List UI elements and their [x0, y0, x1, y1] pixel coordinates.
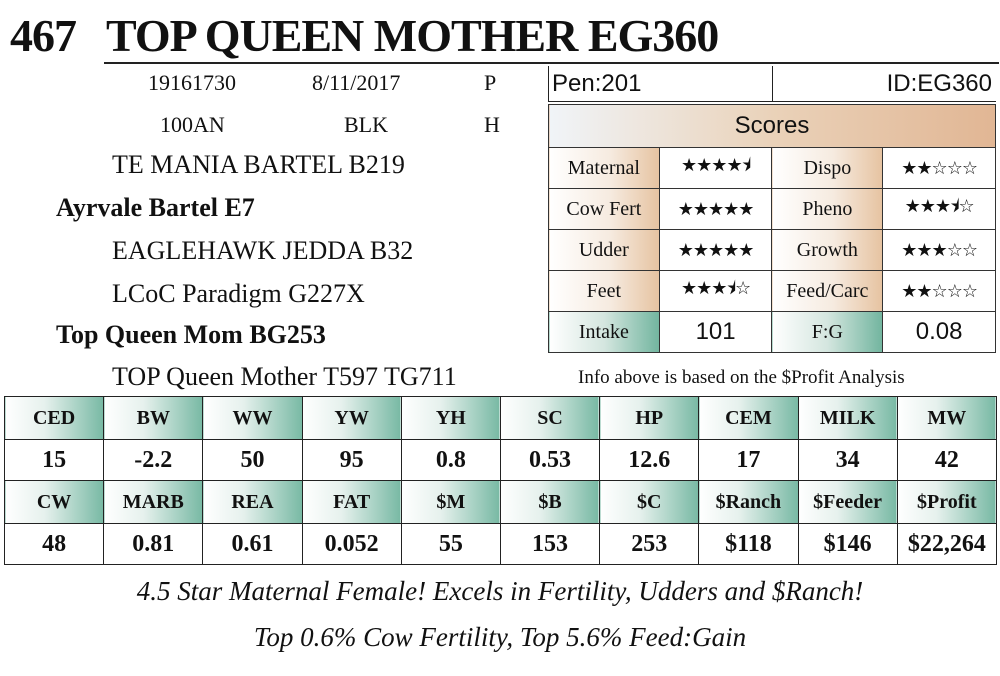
score-stars-cow-fert: ★★★★★: [658, 188, 773, 230]
pedigree-dam-dam: TOP Queen Mother T597 TG711: [112, 362, 457, 391]
score-label-cow-fert: Cow Fert: [548, 188, 660, 230]
score-label-udder: Udder: [548, 229, 660, 271]
registration-number: 19161730: [148, 70, 236, 95]
scores-table: Scores Maternal ★★★★⯨ Dispo ★★☆☆☆ Cow Fe…: [548, 104, 996, 353]
score-label-feet: Feet: [548, 270, 660, 312]
score-stars-feed-carc: ★★☆☆☆: [882, 270, 996, 312]
epd-header-hp: HP: [599, 396, 700, 440]
epd-header-ww: WW: [202, 396, 303, 440]
scores-title: Scores: [548, 104, 996, 148]
epd-value-ranch: $118: [698, 523, 799, 565]
epd-value-feeder: $146: [797, 523, 898, 565]
epd-header-b: $B: [499, 480, 601, 524]
score-stars-udder: ★★★★★: [658, 229, 773, 271]
epd-header-yh: YH: [400, 396, 501, 440]
epd-header-ced: CED: [3, 396, 105, 440]
epd-header-bw: BW: [103, 396, 204, 440]
score-label-dispo: Dispo: [771, 147, 884, 189]
epd-value-cw: 48: [3, 523, 105, 565]
epd-header-milk: MILK: [797, 396, 898, 440]
tagline-primary: 4.5 Star Maternal Female! Excels in Fert…: [136, 576, 864, 606]
epd-value-hp: 12.6: [599, 439, 700, 481]
epd-header-m: $M: [400, 480, 501, 524]
score-stars-dispo: ★★☆☆☆: [882, 147, 996, 189]
epd-header-cem: CEM: [698, 396, 799, 440]
score-stars-maternal: ★★★★⯨: [658, 147, 773, 189]
epd-header-rea: REA: [202, 480, 303, 524]
sex-code: H: [484, 112, 500, 137]
epd-value-profit: $22,264: [896, 523, 998, 565]
score-stars-feet: ★★★⯨☆: [658, 270, 773, 312]
title-underline: [104, 62, 999, 64]
epd-value-ww: 50: [202, 439, 303, 481]
epd-table: CED BW WW YW YH SC HP CEM MILK MW 15 -2.…: [3, 396, 998, 565]
tagline-secondary: Top 0.6% Cow Fertility, Top 5.6% Feed:Ga…: [253, 622, 747, 652]
epd-value-bw: -2.2: [103, 439, 204, 481]
breed-code: 100AN: [160, 112, 225, 137]
fg-label: F:G: [771, 311, 884, 353]
score-stars-pheno: ★★★⯨☆: [882, 188, 996, 230]
score-label-pheno: Pheno: [771, 188, 884, 230]
intake-label: Intake: [548, 311, 660, 353]
pedigree-dam: Top Queen Mom BG253: [56, 320, 326, 349]
epd-value-sc: 0.53: [499, 439, 601, 481]
epd-value-yh: 0.8: [400, 439, 501, 481]
intake-value: 101: [658, 311, 773, 353]
polled-code: P: [484, 70, 497, 95]
epd-value-c: 253: [599, 523, 700, 565]
color-code: BLK: [344, 112, 388, 137]
epd-header-c: $C: [599, 480, 700, 524]
score-label-growth: Growth: [771, 229, 884, 271]
birth-date: 8/11/2017: [312, 70, 401, 95]
epd-value-marb: 0.81: [103, 523, 204, 565]
epd-value-b: 153: [499, 523, 601, 565]
pedigree-dam-sire: LCoC Paradigm G227X: [112, 279, 365, 308]
epd-header-profit: $Profit: [896, 480, 998, 524]
epd-value-mw: 42: [896, 439, 998, 481]
score-label-maternal: Maternal: [548, 147, 660, 189]
epd-value-rea: 0.61: [202, 523, 303, 565]
epd-header-ranch: $Ranch: [698, 480, 799, 524]
epd-header-yw: YW: [301, 396, 402, 440]
epd-value-ced: 15: [3, 439, 105, 481]
epd-value-milk: 34: [797, 439, 898, 481]
epd-value-yw: 95: [301, 439, 402, 481]
epd-value-cem: 17: [698, 439, 799, 481]
pen-label: Pen:201: [552, 70, 642, 97]
pedigree-sire-sire: TE MANIA BARTEL B219: [112, 150, 405, 179]
pen-id-divider: [772, 66, 773, 102]
epd-value-m: 55: [400, 523, 501, 565]
profit-analysis-note: Info above is based on the $Profit Analy…: [578, 367, 905, 388]
epd-header-cw: CW: [3, 480, 105, 524]
epd-header-fat: FAT: [301, 480, 402, 524]
id-label: ID:EG360: [886, 70, 992, 97]
epd-header-sc: SC: [499, 396, 601, 440]
epd-header-feeder: $Feeder: [797, 480, 898, 524]
pedigree-sire: Ayrvale Bartel E7: [56, 193, 255, 222]
epd-value-fat: 0.052: [301, 523, 402, 565]
score-stars-growth: ★★★☆☆: [882, 229, 996, 271]
epd-header-mw: MW: [896, 396, 998, 440]
fg-value: 0.08: [882, 311, 996, 353]
animal-name: TOP QUEEN MOTHER EG360: [106, 10, 719, 61]
pedigree-sire-dam: EAGLEHAWK JEDDA B32: [112, 236, 414, 265]
epd-header-marb: MARB: [103, 480, 204, 524]
score-label-feed-carc: Feed/Carc: [771, 270, 884, 312]
lot-number: 467: [10, 10, 77, 61]
